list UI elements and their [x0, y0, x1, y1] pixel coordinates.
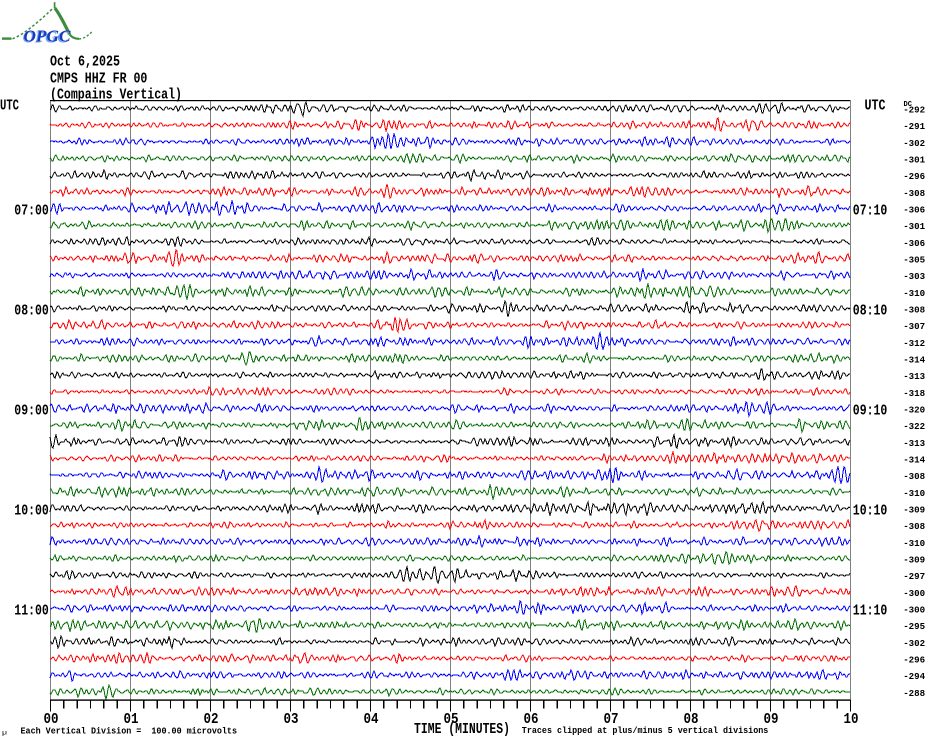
- svg-text:-308: -308: [903, 521, 925, 532]
- svg-text:01: 01: [124, 712, 139, 728]
- svg-text:-297: -297: [903, 571, 925, 582]
- svg-text:-308: -308: [903, 188, 925, 199]
- svg-text:-309: -309: [903, 554, 925, 565]
- svg-text:TIME (MINUTES): TIME (MINUTES): [414, 722, 510, 738]
- svg-text:-310: -310: [903, 288, 925, 299]
- svg-text:-302: -302: [903, 638, 925, 649]
- svg-text:-308: -308: [903, 304, 925, 315]
- svg-text:-292: -292: [903, 104, 925, 115]
- svg-text:-310: -310: [903, 538, 925, 549]
- svg-text:-306: -306: [903, 238, 925, 249]
- svg-text:02: 02: [204, 712, 219, 728]
- svg-text:11:10: 11:10: [853, 603, 888, 620]
- svg-text:-301: -301: [903, 221, 925, 232]
- svg-text:08:10: 08:10: [853, 303, 888, 320]
- svg-text:-306: -306: [903, 204, 925, 215]
- svg-text:-314: -314: [903, 354, 925, 365]
- svg-text:-322: -322: [903, 421, 925, 432]
- svg-text:-288: -288: [903, 688, 925, 699]
- svg-text:-294: -294: [903, 671, 925, 682]
- svg-text:07: 07: [604, 712, 619, 728]
- svg-text:OPGC: OPGC: [24, 26, 72, 45]
- svg-text:10: 10: [844, 712, 859, 728]
- svg-text:-312: -312: [903, 338, 925, 349]
- svg-text:-318: -318: [903, 388, 925, 399]
- svg-text:10:00: 10:00: [14, 503, 49, 520]
- svg-text:-314: -314: [903, 454, 925, 465]
- svg-text:-296: -296: [903, 654, 925, 665]
- svg-text:-310: -310: [903, 488, 925, 499]
- svg-text:08: 08: [684, 712, 699, 728]
- svg-text:-295: -295: [903, 621, 925, 632]
- svg-text:00: 00: [44, 712, 59, 728]
- svg-text:-309: -309: [903, 504, 925, 515]
- svg-text:10:10: 10:10: [853, 503, 888, 520]
- svg-text:CMPS HHZ FR 00: CMPS HHZ FR 00: [50, 70, 147, 87]
- svg-text:09:00: 09:00: [14, 403, 49, 420]
- svg-text:Traces clipped at plus/minus 5: Traces clipped at plus/minus 5 vertical …: [522, 726, 769, 736]
- svg-text:-302: -302: [903, 138, 925, 149]
- svg-text:Each Vertical Division = 100.: Each Vertical Division = 100.00 microvol…: [21, 727, 238, 737]
- svg-text:08:00: 08:00: [14, 303, 49, 320]
- svg-text:(Compains Vertical): (Compains Vertical): [50, 86, 182, 103]
- svg-text:06: 06: [524, 712, 539, 728]
- svg-text:UTC: UTC: [0, 98, 19, 115]
- svg-text:-300: -300: [903, 588, 925, 599]
- svg-text:-301: -301: [903, 154, 925, 165]
- svg-text:07:10: 07:10: [853, 203, 888, 220]
- svg-text:-307: -307: [903, 321, 925, 332]
- svg-text:11:00: 11:00: [14, 603, 49, 620]
- svg-text:-313: -313: [903, 438, 925, 449]
- svg-text:DC: DC: [904, 101, 913, 109]
- svg-text:UTC: UTC: [865, 98, 886, 115]
- svg-text:µ: µ: [2, 730, 7, 737]
- svg-text:05: 05: [444, 712, 459, 728]
- svg-text:-303: -303: [903, 271, 925, 282]
- svg-text:07:00: 07:00: [14, 203, 49, 220]
- svg-text:-313: -313: [903, 371, 925, 382]
- svg-text:-308: -308: [903, 471, 925, 482]
- svg-text:-291: -291: [903, 121, 925, 132]
- svg-text:Oct 6,2025: Oct 6,2025: [50, 54, 120, 71]
- svg-text:-320: -320: [903, 404, 925, 415]
- svg-text:-296: -296: [903, 171, 925, 182]
- svg-text:-300: -300: [903, 604, 925, 615]
- svg-text:09:10: 09:10: [853, 403, 888, 420]
- svg-text:03: 03: [284, 712, 299, 728]
- svg-text:OPGC: OPGC: [23, 28, 70, 47]
- svg-text:04: 04: [364, 712, 379, 728]
- svg-text:-305: -305: [903, 254, 925, 265]
- svg-text:09: 09: [764, 712, 779, 728]
